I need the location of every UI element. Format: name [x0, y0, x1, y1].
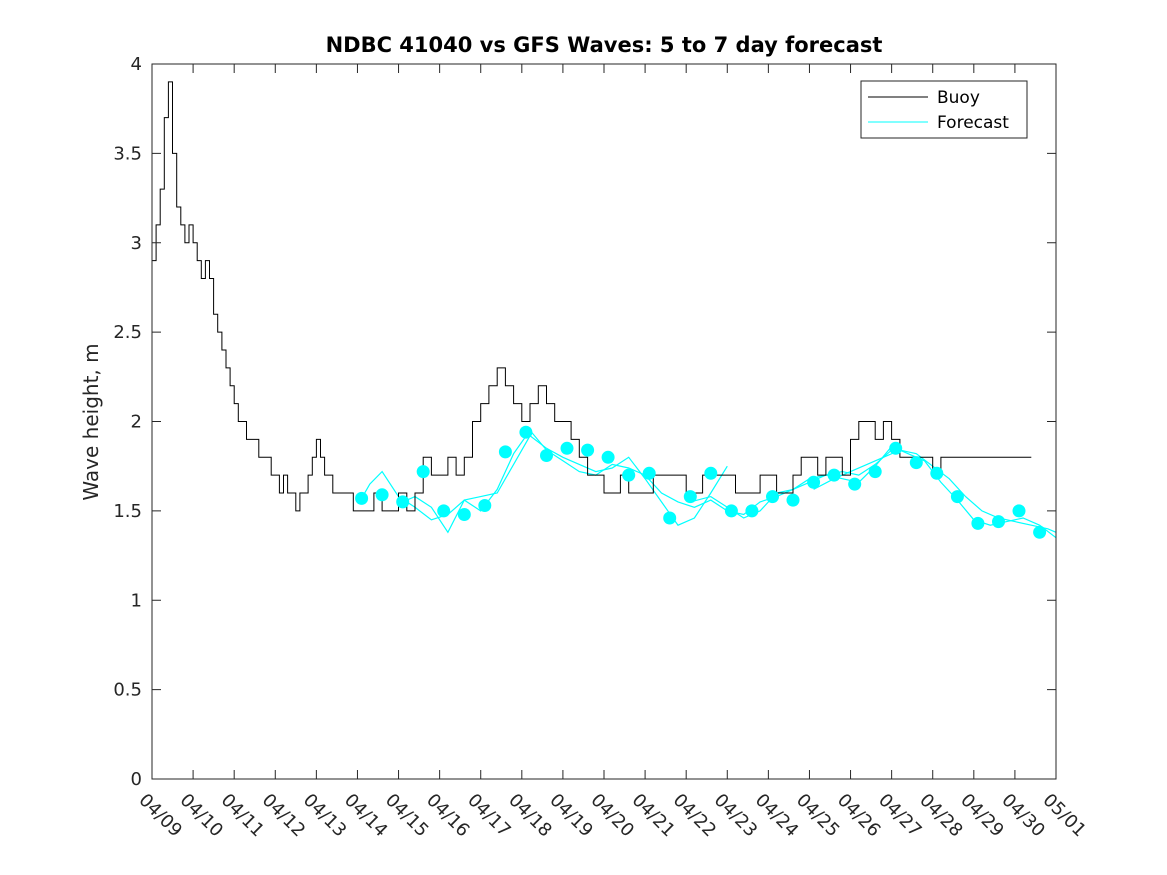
forecast-marker: [950, 490, 964, 504]
forecast-marker: [437, 504, 451, 518]
chart-title: NDBC 41040 vs GFS Waves: 5 to 7 day fore…: [326, 33, 883, 57]
forecast-marker: [827, 468, 841, 482]
forecast-marker: [971, 516, 985, 530]
forecast-marker: [1012, 504, 1026, 518]
y-tick-label: 3: [131, 233, 142, 254]
legend: Buoy Forecast: [860, 80, 1028, 139]
forecast-marker: [766, 490, 779, 504]
forecast-marker: [868, 465, 882, 479]
forecast-marker: [683, 490, 697, 504]
legend-buoy-label: Buoy: [937, 88, 980, 108]
y-tick-label: 3.5: [113, 143, 142, 164]
forecast-marker: [889, 441, 903, 455]
y-tick-label: 1: [131, 590, 142, 611]
forecast-marker: [909, 456, 923, 470]
forecast-marker: [1033, 525, 1047, 539]
forecast-marker: [663, 511, 677, 525]
forecast-marker: [416, 465, 430, 479]
y-axis-label: Wave height, m: [79, 343, 103, 500]
forecast-marker: [786, 493, 800, 507]
y-tick-label: 4: [131, 54, 142, 75]
forecast-marker: [396, 495, 410, 509]
forecast-marker: [560, 441, 574, 455]
forecast-run-line-1: [361, 434, 728, 526]
forecast-marker: [930, 466, 944, 480]
forecast-marker: [355, 491, 369, 505]
forecast-marker: [807, 475, 821, 489]
buoy-series-line: [152, 81, 1032, 512]
forecast-marker: [724, 504, 738, 518]
legend-forecast-label: Forecast: [937, 113, 1009, 133]
forecast-marker: [601, 450, 615, 464]
y-tick-label: 1.5: [113, 501, 142, 522]
forecast-marker: [519, 425, 533, 439]
y-tick-label: 0: [131, 769, 142, 790]
forecast-marker: [498, 445, 512, 459]
forecast-marker: [540, 449, 553, 462]
y-tick-label: 2.5: [113, 322, 142, 343]
forecast-marker: [457, 508, 471, 521]
forecast-marker: [622, 468, 636, 482]
y-tick-label: 2: [131, 412, 142, 433]
legend-box: [860, 80, 1028, 139]
forecast-marker: [848, 477, 862, 491]
forecast-marker: [704, 466, 718, 480]
plot-area: [152, 81, 1057, 539]
forecast-marker: [992, 515, 1005, 529]
forecast-marker: [642, 466, 656, 480]
forecast-marker: [581, 443, 595, 457]
forecast-marker: [375, 488, 389, 502]
forecast-marker: [478, 499, 492, 512]
y-tick-label: 0.5: [113, 680, 142, 701]
forecast-marker: [745, 504, 759, 518]
